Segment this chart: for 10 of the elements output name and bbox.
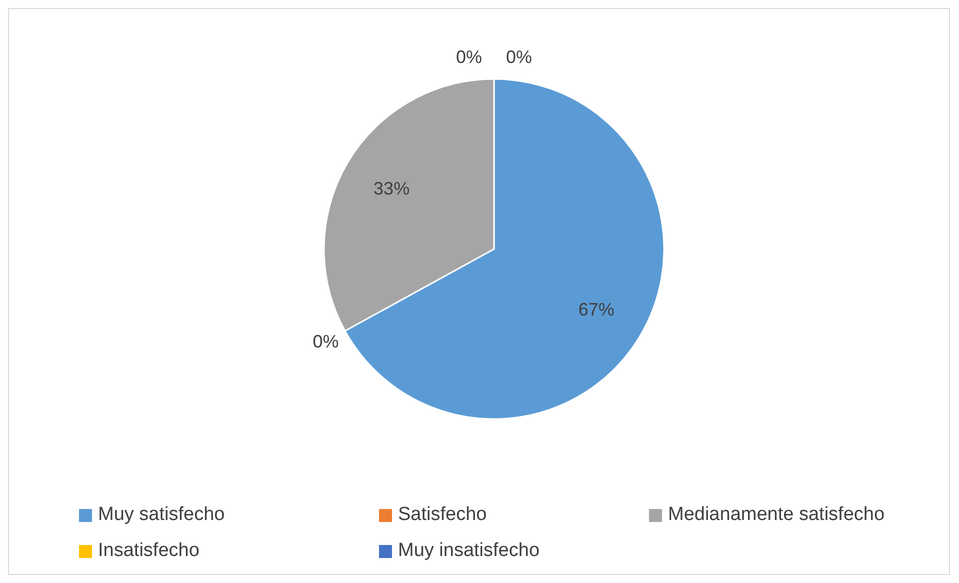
text: 0% bbox=[312, 331, 339, 352]
text: 0% bbox=[506, 47, 532, 67]
legend-label: Medianamente satisfecho bbox=[668, 504, 885, 526]
data-label: 33% bbox=[374, 178, 410, 198]
legend-label: Satisfecho bbox=[398, 504, 487, 526]
text: 0% bbox=[456, 47, 482, 67]
data-label: 67% bbox=[578, 300, 614, 320]
legend-label: Insatisfecho bbox=[98, 540, 200, 562]
legend-label: Muy insatisfecho bbox=[398, 540, 540, 562]
legend-label: Muy satisfecho bbox=[98, 504, 225, 526]
